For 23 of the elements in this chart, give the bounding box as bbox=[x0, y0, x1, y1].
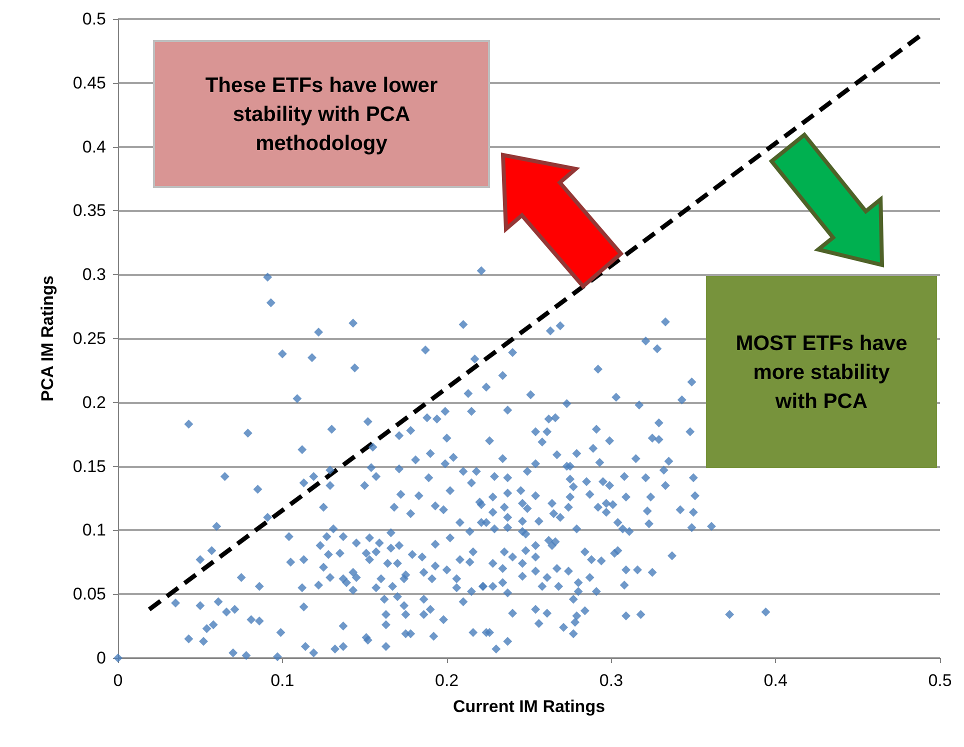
x-axis-title: Current IM Ratings bbox=[452, 697, 606, 716]
y-tick-label: 0 bbox=[96, 648, 106, 668]
y-tick-label: 0.4 bbox=[82, 137, 106, 156]
annotation: These ETFs have lower stability with PCA methodology bbox=[204, 72, 439, 156]
y-axis-title: PCA IM Ratings bbox=[38, 276, 57, 402]
callout-box: MOST ETFs have more stability with PCA bbox=[706, 276, 937, 468]
y-tick-label: 0.35 bbox=[72, 201, 106, 220]
annotation: MOST ETFs have more stability with PCA bbox=[734, 330, 908, 414]
y-tick-label: 0.5 bbox=[82, 10, 106, 28]
y-tick-label: 0.3 bbox=[82, 265, 106, 284]
callout-box: These ETFs have lower stability with PCA methodology bbox=[153, 40, 490, 188]
y-tick-label: 0.25 bbox=[72, 329, 106, 348]
x-tick-label: 0 bbox=[113, 671, 123, 690]
x-tick-label: 0.2 bbox=[434, 671, 459, 690]
y-tick-label: 0.15 bbox=[72, 456, 106, 476]
x-tick-label: 0.5 bbox=[928, 671, 952, 690]
y-tick-label: 0.05 bbox=[72, 584, 106, 604]
x-tick-label: 0.3 bbox=[599, 671, 624, 690]
y-tick-label: 0.1 bbox=[82, 520, 106, 540]
x-tick-label: 0.1 bbox=[270, 671, 294, 690]
x-tick-label: 0.4 bbox=[764, 671, 788, 690]
y-tick-label: 0.45 bbox=[72, 73, 106, 92]
y-tick-label: 0.2 bbox=[82, 392, 106, 412]
